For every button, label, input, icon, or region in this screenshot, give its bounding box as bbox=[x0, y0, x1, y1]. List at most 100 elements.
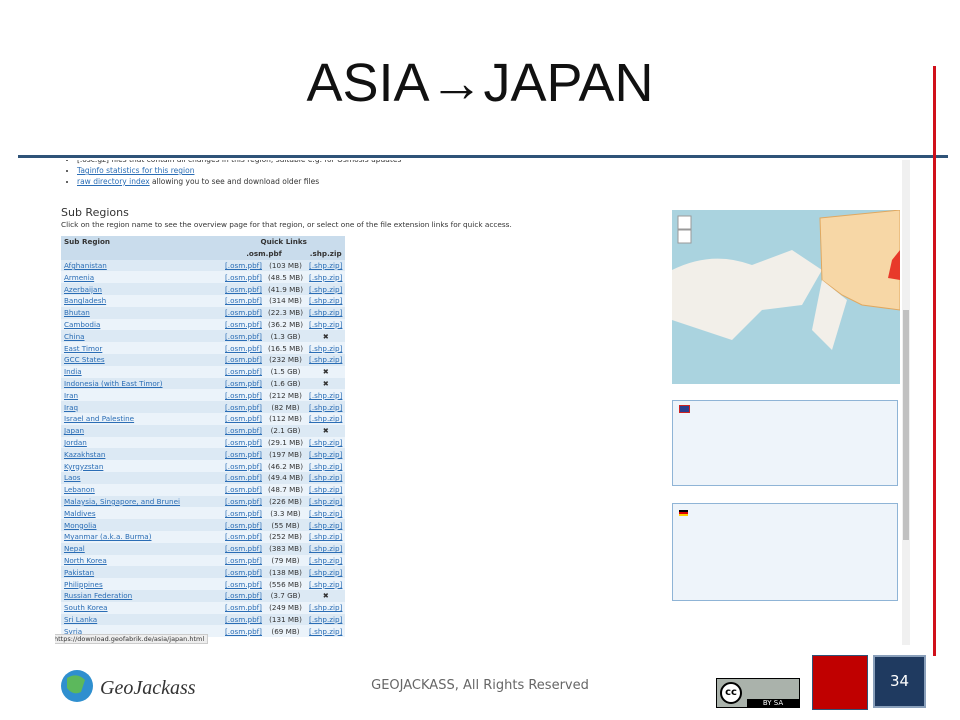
link[interactable]: [.osm.pbf] bbox=[225, 390, 262, 400]
link[interactable]: [.osm.pbf] bbox=[225, 449, 262, 459]
link[interactable]: [.osm.pbf] bbox=[225, 296, 262, 306]
link[interactable]: [.shp.zip] bbox=[309, 544, 343, 554]
link[interactable]: [.shp.zip] bbox=[309, 473, 343, 483]
link[interactable]: [.osm.pbf] bbox=[225, 603, 262, 613]
link[interactable]: [.shp.zip] bbox=[309, 626, 343, 636]
link[interactable]: Bangladesh bbox=[64, 296, 107, 306]
link[interactable]: Lebanon bbox=[64, 485, 95, 495]
link[interactable]: Taginfo statistics for this region bbox=[77, 166, 195, 175]
link[interactable]: [.osm.pbf] bbox=[225, 532, 262, 542]
link[interactable]: [.osm.pbf] bbox=[225, 437, 262, 447]
link[interactable]: Myanmar (a.k.a. Burma) bbox=[64, 532, 152, 542]
link[interactable]: China bbox=[64, 331, 85, 341]
link[interactable]: [.shp.zip] bbox=[309, 496, 343, 506]
link[interactable]: Jordan bbox=[64, 437, 87, 447]
file-size: (556 MB) bbox=[269, 579, 302, 589]
link[interactable]: [.osm.pbf] bbox=[225, 461, 262, 471]
link[interactable]: [.shp.zip] bbox=[309, 308, 343, 318]
link[interactable]: [.osm.pbf] bbox=[225, 378, 262, 388]
link[interactable]: [.shp.zip] bbox=[309, 296, 343, 306]
table-cell: [.osm.pbf] bbox=[222, 412, 265, 425]
link[interactable]: [.shp.zip] bbox=[309, 260, 343, 270]
link[interactable]: Armenia bbox=[64, 272, 95, 282]
link[interactable]: [.osm.pbf] bbox=[225, 579, 262, 589]
header-cell: .shp.zip bbox=[306, 247, 346, 260]
link[interactable]: [.osm.pbf] bbox=[225, 367, 262, 377]
link[interactable]: [.osm.pbf] bbox=[225, 414, 262, 424]
link[interactable]: [.osm.pbf] bbox=[225, 496, 262, 506]
link[interactable]: [.shp.zip] bbox=[309, 449, 343, 459]
link[interactable]: Kazakhstan bbox=[64, 449, 106, 459]
link[interactable]: [.shp.zip] bbox=[309, 390, 343, 400]
link[interactable]: [.shp.zip] bbox=[309, 603, 343, 613]
link[interactable]: Sri Lanka bbox=[64, 614, 98, 624]
link[interactable]: [.osm.pbf] bbox=[225, 260, 262, 270]
heading: Sub Regions bbox=[61, 206, 129, 219]
link[interactable]: Israel and Palestine bbox=[64, 414, 135, 424]
link[interactable]: [.osm.pbf] bbox=[225, 473, 262, 483]
link[interactable]: Iraq bbox=[64, 402, 79, 412]
link[interactable]: [.shp.zip] bbox=[309, 355, 343, 365]
link[interactable]: Azerbaijan bbox=[64, 284, 102, 294]
link[interactable]: [.osm.pbf] bbox=[225, 508, 262, 518]
link[interactable]: [.shp.zip] bbox=[309, 319, 343, 329]
link[interactable]: [.shp.zip] bbox=[309, 614, 343, 624]
file-size: (383 MB) bbox=[269, 544, 302, 554]
link[interactable]: [.shp.zip] bbox=[309, 579, 343, 589]
link[interactable]: [.osm.pbf] bbox=[225, 520, 262, 530]
link[interactable]: Japan bbox=[64, 426, 85, 436]
link[interactable]: raw directory index bbox=[77, 177, 150, 186]
intro: Click on the region name to see the over… bbox=[61, 220, 512, 229]
scrollbar[interactable] bbox=[902, 160, 910, 645]
link[interactable]: [.osm.pbf] bbox=[225, 319, 262, 329]
link[interactable]: [.osm.pbf] bbox=[225, 331, 262, 341]
link[interactable]: [.osm.pbf] bbox=[225, 343, 262, 353]
link[interactable]: [.shp.zip] bbox=[309, 508, 343, 518]
link[interactable]: Indonesia (with East Timor) bbox=[64, 378, 163, 388]
link[interactable]: [.shp.zip] bbox=[309, 567, 343, 577]
link[interactable]: [.osm.pbf] bbox=[225, 272, 262, 282]
link[interactable]: India bbox=[64, 367, 82, 377]
link[interactable]: [.osm.pbf] bbox=[225, 626, 262, 636]
link[interactable]: Maldives bbox=[64, 508, 96, 518]
link[interactable]: Russian Federation bbox=[64, 591, 133, 601]
link[interactable]: GCC States bbox=[64, 355, 105, 365]
link[interactable]: [.shp.zip] bbox=[309, 520, 343, 530]
link[interactable]: [.shp.zip] bbox=[309, 414, 343, 424]
link[interactable]: [.shp.zip] bbox=[309, 532, 343, 542]
link[interactable]: Mongolia bbox=[64, 520, 97, 530]
link[interactable]: Malaysia, Singapore, and Brunei bbox=[64, 496, 181, 506]
link[interactable]: [.shp.zip] bbox=[309, 272, 343, 282]
link[interactable]: [.osm.pbf] bbox=[225, 555, 262, 565]
link[interactable]: Bhutan bbox=[64, 308, 90, 318]
link[interactable]: North Korea bbox=[64, 555, 107, 565]
link[interactable]: Cambodia bbox=[64, 319, 101, 329]
link[interactable]: [.osm.pbf] bbox=[225, 355, 262, 365]
link[interactable]: South Korea bbox=[64, 603, 108, 613]
link[interactable]: [.osm.pbf] bbox=[225, 485, 262, 495]
link[interactable]: [.shp.zip] bbox=[309, 555, 343, 565]
link[interactable]: [.shp.zip] bbox=[309, 343, 343, 353]
link[interactable]: [.osm.pbf] bbox=[225, 591, 262, 601]
link[interactable]: Iran bbox=[64, 390, 79, 400]
link[interactable]: [.shp.zip] bbox=[309, 402, 343, 412]
link[interactable]: [.osm.pbf] bbox=[225, 426, 262, 436]
link[interactable]: Pakistan bbox=[64, 567, 95, 577]
link[interactable]: [.osm.pbf] bbox=[225, 544, 262, 554]
link[interactable]: [.shp.zip] bbox=[309, 437, 343, 447]
link[interactable]: Laos bbox=[64, 473, 81, 483]
link[interactable]: [.osm.pbf] bbox=[225, 284, 262, 294]
link[interactable]: Philippines bbox=[64, 579, 103, 589]
link[interactable]: [.shp.zip] bbox=[309, 485, 343, 495]
link[interactable]: [.osm.pbf] bbox=[225, 402, 262, 412]
link[interactable]: [.osm.pbf] bbox=[225, 308, 262, 318]
link[interactable]: [.osm.pbf] bbox=[225, 567, 262, 577]
link[interactable]: Syria bbox=[64, 626, 83, 636]
link[interactable]: Afghanistan bbox=[64, 260, 107, 270]
link[interactable]: [.shp.zip] bbox=[309, 284, 343, 294]
link[interactable]: [.shp.zip] bbox=[309, 461, 343, 471]
link[interactable]: Nepal bbox=[64, 544, 85, 554]
link[interactable]: East Timor bbox=[64, 343, 103, 353]
link[interactable]: [.osm.pbf] bbox=[225, 614, 262, 624]
link[interactable]: Kyrgyzstan bbox=[64, 461, 104, 471]
